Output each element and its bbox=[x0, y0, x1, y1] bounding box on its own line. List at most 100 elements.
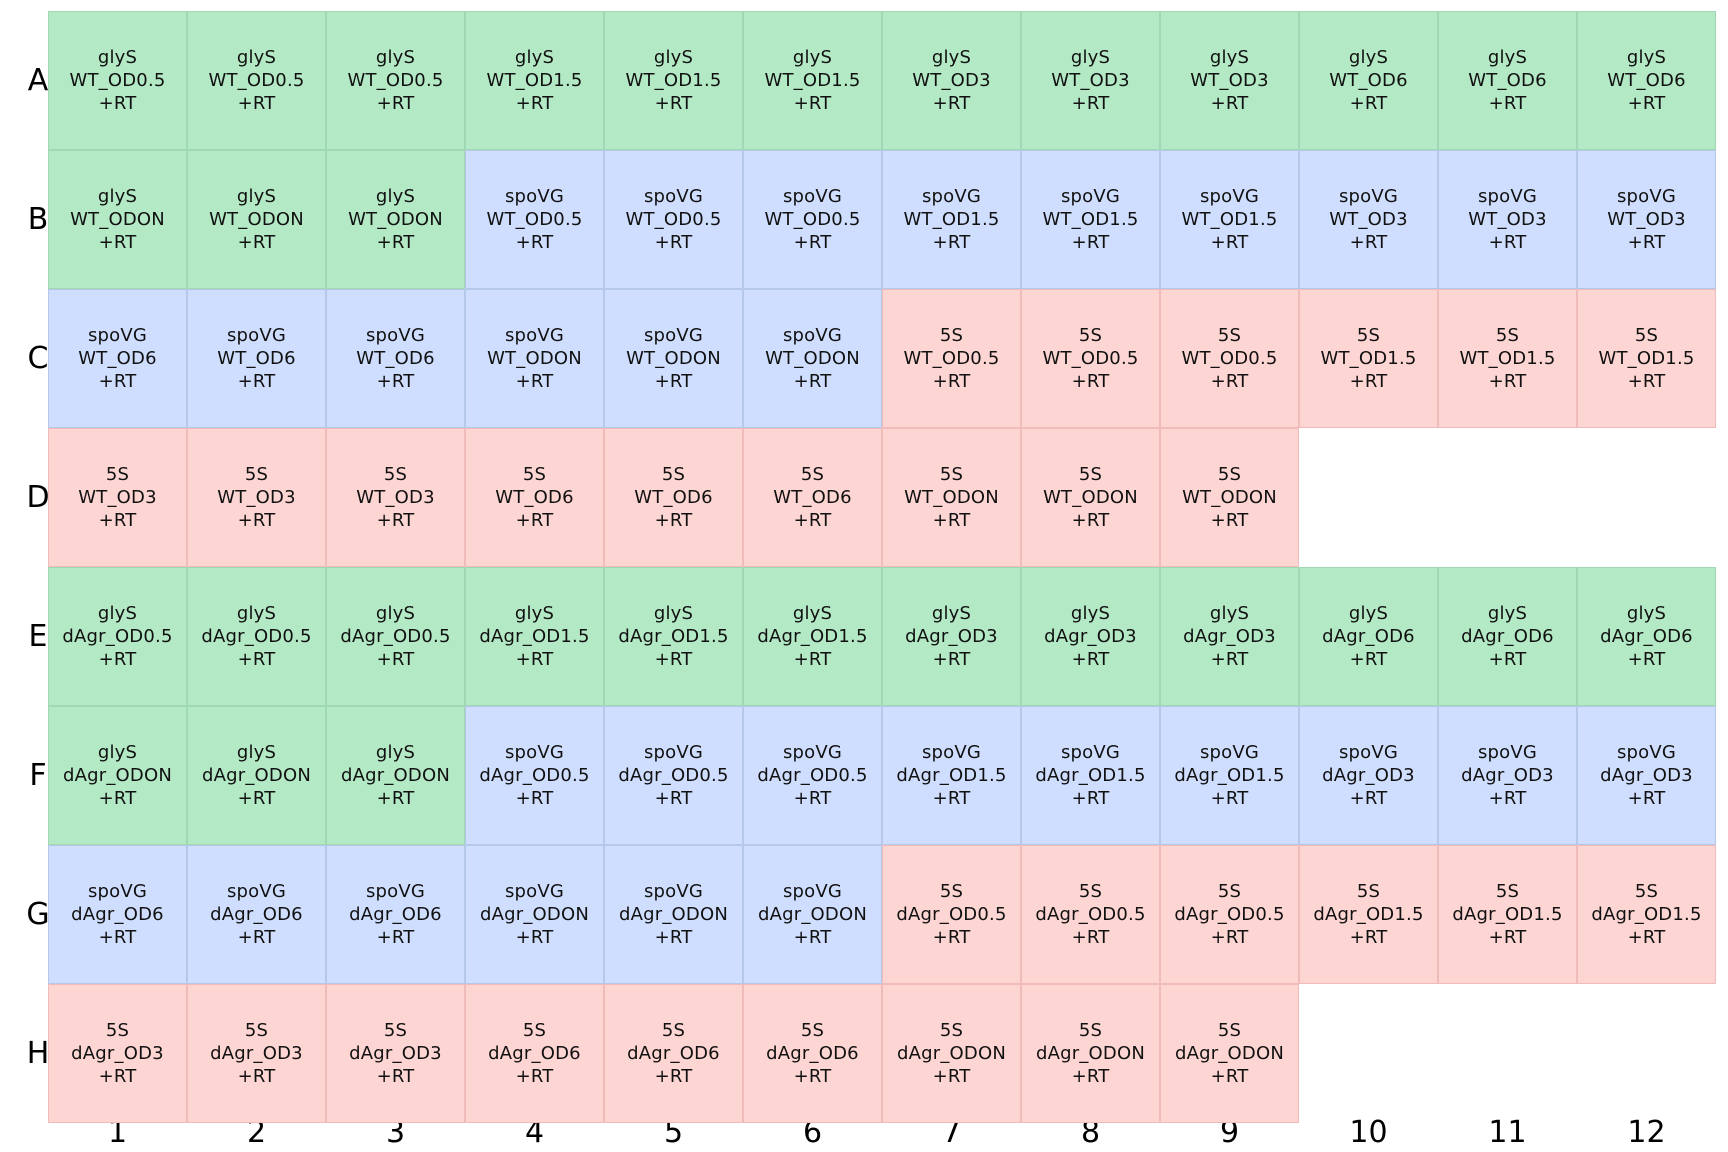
well-sample: WT_OD1.5 bbox=[625, 70, 722, 91]
well-gene: glyS bbox=[1626, 47, 1667, 68]
well-c7: 5S WT_OD0.5 +RT bbox=[882, 289, 1021, 428]
well-rt: +RT bbox=[376, 649, 415, 670]
well-sample: WT_OD6 bbox=[78, 348, 157, 369]
well-rt: +RT bbox=[654, 371, 693, 392]
well-rt: +RT bbox=[237, 649, 276, 670]
well-b6: spoVG WT_OD0.5 +RT bbox=[743, 150, 882, 289]
well-sample: WT_OD0.5 bbox=[1042, 348, 1139, 369]
well-rt: +RT bbox=[932, 510, 971, 531]
well-rt: +RT bbox=[1210, 927, 1249, 948]
well-sample: WT_ODON bbox=[70, 209, 165, 230]
well-rt: +RT bbox=[1627, 649, 1666, 670]
well-gene: glyS bbox=[375, 47, 416, 68]
well-rt: +RT bbox=[237, 927, 276, 948]
well-a8: glyS WT_OD3 +RT bbox=[1021, 11, 1160, 150]
well-rt: +RT bbox=[793, 93, 832, 114]
well-gene: spoVG bbox=[504, 881, 565, 902]
well-e7: glyS dAgr_OD3 +RT bbox=[882, 567, 1021, 706]
well-gene: spoVG bbox=[1477, 186, 1538, 207]
well-gene: 5S bbox=[105, 464, 130, 485]
well-sample: dAgr_OD1.5 bbox=[1452, 904, 1563, 925]
well-gene: 5S bbox=[1078, 464, 1103, 485]
well-sample: dAgr_ODON bbox=[201, 765, 312, 786]
well-sample: dAgr_OD1.5 bbox=[757, 626, 868, 647]
well-b12: spoVG WT_OD3 +RT bbox=[1577, 150, 1716, 289]
well-sample: WT_ODON bbox=[1043, 487, 1138, 508]
well-e6: glyS dAgr_OD1.5 +RT bbox=[743, 567, 882, 706]
well-gene: spoVG bbox=[1060, 186, 1121, 207]
well-sample: dAgr_OD3 bbox=[1600, 765, 1693, 786]
well-rt: +RT bbox=[1210, 1066, 1249, 1087]
well-rt: +RT bbox=[98, 788, 137, 809]
col-label-12: 12 bbox=[1627, 1115, 1666, 1150]
well-gene: 5S bbox=[383, 1020, 408, 1041]
col-label-2: 2 bbox=[246, 1115, 267, 1150]
well-e11: glyS dAgr_OD6 +RT bbox=[1438, 567, 1577, 706]
well-rt: +RT bbox=[793, 510, 832, 531]
well-sample: dAgr_OD1.5 bbox=[1174, 765, 1285, 786]
well-c10: 5S WT_OD1.5 +RT bbox=[1299, 289, 1438, 428]
well-h5: 5S dAgr_OD6 +RT bbox=[604, 984, 743, 1123]
row-label-a: A bbox=[27, 62, 49, 98]
well-rt: +RT bbox=[515, 649, 554, 670]
well-gene: glyS bbox=[375, 186, 416, 207]
well-gene: 5S bbox=[939, 1020, 964, 1041]
well-d4: 5S WT_OD6 +RT bbox=[465, 428, 604, 567]
well-gene: glyS bbox=[792, 47, 833, 68]
well-gene: glyS bbox=[1070, 603, 1111, 624]
well-e10: glyS dAgr_OD6 +RT bbox=[1299, 567, 1438, 706]
well-sample: dAgr_ODON bbox=[618, 904, 729, 925]
well-sample: dAgr_OD6 bbox=[1322, 626, 1415, 647]
well-gene: glyS bbox=[375, 742, 416, 763]
well-e8: glyS dAgr_OD3 +RT bbox=[1021, 567, 1160, 706]
well-gene: spoVG bbox=[782, 742, 843, 763]
well-sample: dAgr_ODON bbox=[62, 765, 173, 786]
well-rt: +RT bbox=[98, 1066, 137, 1087]
well-sample: dAgr_OD3 bbox=[1044, 626, 1137, 647]
row-label-b: B bbox=[27, 201, 49, 237]
col-label-6: 6 bbox=[802, 1115, 823, 1150]
well-sample: dAgr_OD3 bbox=[71, 1043, 164, 1064]
well-rt: +RT bbox=[1071, 1066, 1110, 1087]
well-sample: dAgr_OD3 bbox=[1322, 765, 1415, 786]
well-rt: +RT bbox=[98, 649, 137, 670]
col-label-11: 11 bbox=[1488, 1115, 1527, 1150]
well-rt: +RT bbox=[1349, 371, 1388, 392]
well-f8: spoVG dAgr_OD1.5 +RT bbox=[1021, 706, 1160, 845]
well-gene: glyS bbox=[931, 603, 972, 624]
well-gene: glyS bbox=[236, 603, 277, 624]
well-rt: +RT bbox=[515, 510, 554, 531]
well-g4: spoVG dAgr_ODON +RT bbox=[465, 845, 604, 984]
well-rt: +RT bbox=[98, 371, 137, 392]
well-gene: spoVG bbox=[782, 881, 843, 902]
well-sample: WT_OD3 bbox=[1051, 70, 1130, 91]
well-d2: 5S WT_OD3 +RT bbox=[187, 428, 326, 567]
well-rt: +RT bbox=[376, 371, 415, 392]
well-e1: glyS dAgr_OD0.5 +RT bbox=[48, 567, 187, 706]
well-f6: spoVG dAgr_OD0.5 +RT bbox=[743, 706, 882, 845]
well-rt: +RT bbox=[1488, 232, 1527, 253]
well-e9: glyS dAgr_OD3 +RT bbox=[1160, 567, 1299, 706]
well-rt: +RT bbox=[515, 93, 554, 114]
well-sample: dAgr_ODON bbox=[1035, 1043, 1146, 1064]
well-rt: +RT bbox=[376, 510, 415, 531]
well-g7: 5S dAgr_OD0.5 +RT bbox=[882, 845, 1021, 984]
well-g6: spoVG dAgr_ODON +RT bbox=[743, 845, 882, 984]
well-c4: spoVG WT_ODON +RT bbox=[465, 289, 604, 428]
well-d5: 5S WT_OD6 +RT bbox=[604, 428, 743, 567]
well-rt: +RT bbox=[1210, 649, 1249, 670]
well-b10: spoVG WT_OD3 +RT bbox=[1299, 150, 1438, 289]
well-rt: +RT bbox=[793, 927, 832, 948]
well-rt: +RT bbox=[654, 510, 693, 531]
well-sample: dAgr_OD3 bbox=[1461, 765, 1554, 786]
well-gene: spoVG bbox=[365, 325, 426, 346]
well-sample: WT_OD1.5 bbox=[1181, 209, 1278, 230]
well-rt: +RT bbox=[237, 1066, 276, 1087]
well-sample: dAgr_OD0.5 bbox=[757, 765, 868, 786]
well-sample: WT_OD0.5 bbox=[1181, 348, 1278, 369]
well-gene: 5S bbox=[1217, 325, 1242, 346]
well-a10: glyS WT_OD6 +RT bbox=[1299, 11, 1438, 150]
well-gene: spoVG bbox=[365, 881, 426, 902]
well-rt: +RT bbox=[1349, 232, 1388, 253]
well-c2: spoVG WT_OD6 +RT bbox=[187, 289, 326, 428]
